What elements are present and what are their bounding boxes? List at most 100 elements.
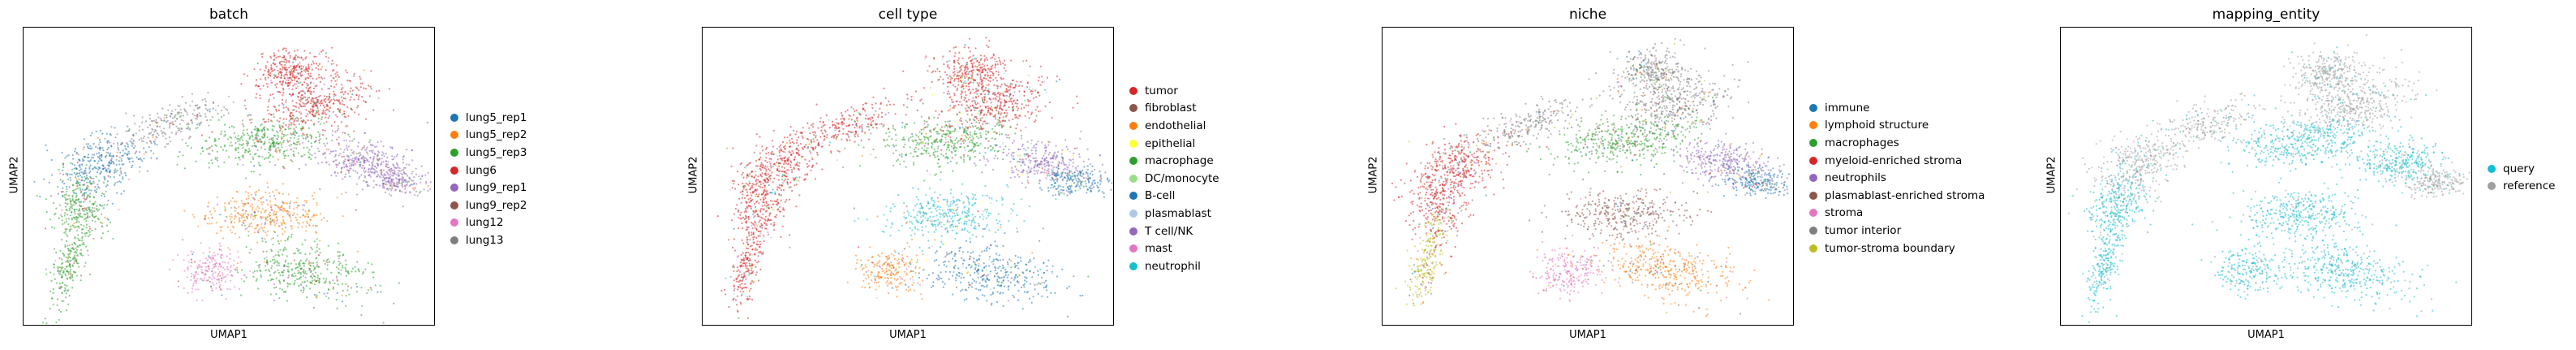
- scatter-point: [290, 115, 292, 118]
- scatter-point: [970, 105, 972, 107]
- scatter-point: [280, 71, 282, 75]
- scatter-point: [256, 79, 258, 81]
- scatter-point: [97, 160, 100, 162]
- scatter-point: [330, 174, 333, 177]
- scatter-point: [974, 58, 976, 60]
- scatter-point: [307, 140, 310, 143]
- scatter-point: [204, 115, 207, 118]
- scatter-point: [948, 97, 951, 99]
- scatter-point: [336, 138, 338, 140]
- scatter-point: [262, 201, 264, 204]
- scatter-point: [964, 140, 966, 142]
- scatter-point: [244, 99, 247, 102]
- scatter-point: [295, 267, 297, 270]
- scatter-point: [1038, 110, 1040, 113]
- scatter-point: [322, 110, 325, 113]
- scatter-point: [962, 153, 965, 156]
- scatter-point: [324, 112, 326, 115]
- scatter-point: [174, 108, 177, 111]
- scatter-point: [957, 140, 960, 142]
- scatter-point: [183, 210, 186, 212]
- scatter-point: [81, 254, 84, 257]
- legend-item: lung9_rep1: [450, 179, 527, 197]
- scatter-point: [240, 83, 243, 85]
- scatter-point: [1032, 88, 1034, 90]
- scatter-point: [376, 162, 378, 165]
- scatter-point: [155, 130, 157, 132]
- scatter-point: [357, 269, 359, 271]
- scatter-point: [314, 115, 316, 117]
- scatter-point: [950, 140, 953, 143]
- scatter-point: [361, 146, 363, 149]
- scatter-point: [292, 75, 295, 77]
- legend-label: lung5_rep2: [466, 128, 527, 142]
- scatter-point: [220, 146, 222, 149]
- scatter-point: [282, 91, 285, 94]
- scatter-point: [304, 58, 307, 60]
- scatter-point: [260, 78, 262, 80]
- scatter-point: [308, 97, 311, 99]
- scatter-point: [976, 107, 978, 110]
- scatter-point: [356, 261, 359, 263]
- scatter-point: [57, 192, 59, 195]
- scatter-point: [272, 244, 274, 246]
- scatter-point: [75, 202, 78, 205]
- scatter-point: [335, 275, 338, 278]
- scatter-point: [316, 111, 319, 114]
- scatter-point: [341, 155, 343, 158]
- scatter-point: [224, 130, 226, 132]
- scatter-point: [74, 148, 76, 150]
- scatter-point: [231, 225, 234, 227]
- scatter-point: [286, 300, 288, 302]
- scatter-point: [269, 260, 272, 263]
- scatter-point: [179, 130, 183, 133]
- scatter-point: [1000, 98, 1003, 101]
- scatter-point: [64, 287, 67, 289]
- scatter-point: [313, 293, 316, 296]
- scatter-point: [315, 97, 317, 99]
- scatter-point: [901, 126, 903, 128]
- scatter-point: [255, 153, 257, 155]
- scatter-point: [45, 144, 47, 146]
- scatter-point: [323, 122, 325, 124]
- scatter-point: [66, 186, 68, 188]
- point-cloud: [902, 37, 1025, 119]
- scatter-point: [223, 161, 226, 163]
- scatter-point: [973, 146, 975, 149]
- scatter-point: [311, 63, 313, 66]
- scatter-point: [286, 52, 290, 54]
- scatter-point: [983, 90, 985, 93]
- scatter-point: [1029, 86, 1031, 89]
- scatter-point: [211, 223, 213, 225]
- scatter-point: [81, 179, 84, 182]
- scatter-point: [904, 125, 906, 127]
- scatter-point: [1009, 161, 1012, 163]
- scatter-point: [181, 96, 183, 98]
- scatter-point: [369, 168, 372, 171]
- scatter-point: [243, 205, 245, 208]
- scatter-point: [312, 214, 315, 216]
- scatter-point: [1015, 106, 1018, 108]
- scatter-point: [71, 162, 74, 166]
- scatter-point: [961, 72, 964, 75]
- scatter-point: [313, 55, 316, 58]
- scatter-point: [427, 185, 429, 188]
- scatter-point: [88, 167, 91, 170]
- scatter-point: [87, 153, 89, 156]
- scatter-point: [194, 279, 196, 282]
- scatter-point: [295, 132, 297, 134]
- scatter-point: [1004, 112, 1006, 115]
- scatter-point: [241, 119, 244, 122]
- scatter-point: [148, 118, 152, 120]
- scatter-point: [935, 138, 938, 140]
- scatter-point: [353, 162, 355, 165]
- scatter-point: [382, 145, 385, 148]
- legend-marker: [450, 113, 458, 122]
- scatter-point: [923, 179, 926, 182]
- scatter-point: [994, 137, 996, 140]
- scatter-point: [100, 156, 103, 158]
- scatter-point: [219, 283, 221, 287]
- scatter-point: [1004, 102, 1006, 104]
- scatter-point: [349, 167, 351, 170]
- scatter-point: [984, 58, 987, 61]
